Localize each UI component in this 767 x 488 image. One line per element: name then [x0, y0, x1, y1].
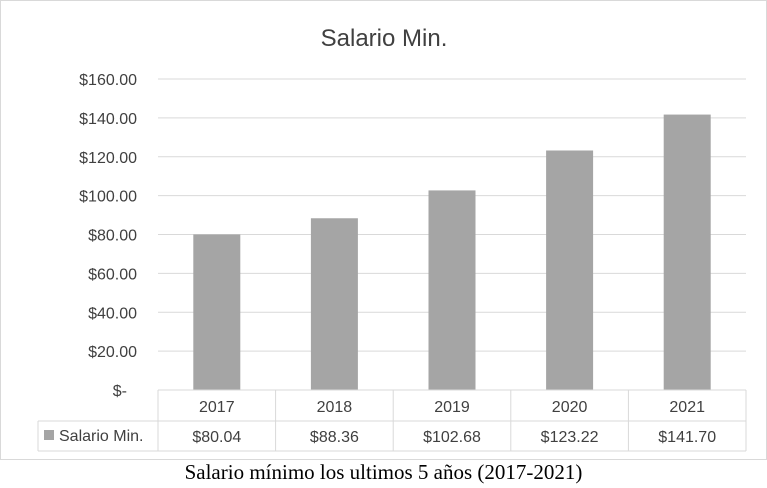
x-tick-label: 2020 — [552, 399, 588, 416]
bar — [310, 218, 358, 390]
chart-title: Salario Min. — [321, 25, 448, 52]
legend-label: Salario Min. — [59, 428, 143, 445]
y-tick-label: $60.00 — [88, 266, 137, 283]
table-value: $123.22 — [541, 429, 599, 446]
bar — [193, 234, 241, 390]
table-value: $141.70 — [658, 429, 716, 446]
y-tick-label: $100.00 — [79, 189, 137, 206]
figure-caption: Salario mínimo los ultimos 5 años (2017-… — [184, 460, 583, 484]
y-tick-label: $160.00 — [79, 72, 137, 89]
y-tick-label: $40.00 — [88, 305, 137, 322]
table-value: $102.68 — [423, 429, 481, 446]
y-tick-label: $- — [113, 383, 127, 400]
x-tick-label: 2019 — [434, 399, 470, 416]
legend-swatch — [44, 430, 54, 440]
x-tick-label: 2018 — [317, 399, 353, 416]
x-tick-label: 2017 — [199, 399, 235, 416]
chart-area: Salario Min. $- $20.00 $40.00 $60.00 $80.00 $… — [0, 0, 767, 460]
y-tick-label: $120.00 — [79, 150, 137, 167]
bar — [663, 114, 711, 391]
y-tick-label: $140.00 — [79, 111, 137, 128]
bar-chart: Salario Min. $- $20.00 $40.00 $60.00 $80.00 $… — [37, 25, 747, 452]
table-value: $80.04 — [192, 429, 241, 446]
y-tick-label: $20.00 — [88, 344, 137, 361]
x-tick-label: 2021 — [669, 399, 705, 416]
y-tick-label: $80.00 — [88, 228, 137, 245]
bar — [428, 190, 476, 390]
bar — [546, 150, 594, 390]
table-value: $88.36 — [310, 429, 359, 446]
